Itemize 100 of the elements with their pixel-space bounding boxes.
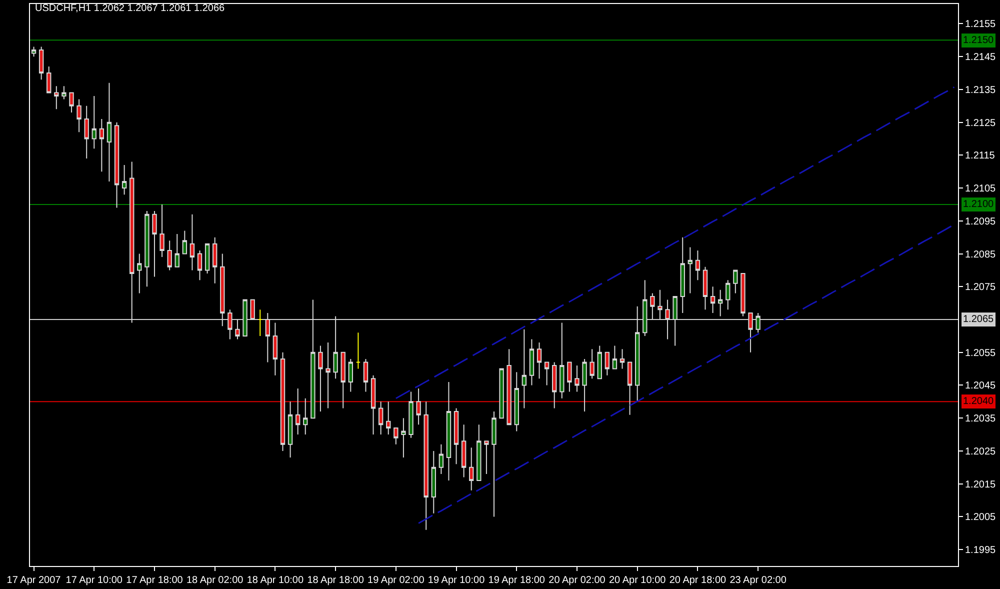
candlestick	[386, 401, 391, 436]
candlestick	[167, 240, 172, 271]
candlestick	[492, 411, 496, 518]
y-tick-label: 1.2045	[965, 380, 996, 392]
candlestick	[401, 418, 406, 458]
line-series	[395, 86, 955, 400]
y-tick-label: 1.2015	[965, 479, 996, 490]
y-tick-label: 1.1995	[965, 545, 996, 556]
candlestick	[114, 122, 120, 208]
candlestick	[499, 368, 504, 419]
y-tick-label: 1.2125	[965, 118, 996, 129]
candlestick	[552, 362, 557, 409]
candlestick	[522, 328, 527, 409]
candlestick	[612, 345, 618, 370]
x-tick-label: 23 Apr 02:00	[730, 575, 787, 586]
candlestick	[710, 286, 716, 314]
x-tick-label: 20 Apr 10:00	[608, 575, 666, 586]
candlestick	[137, 253, 142, 294]
candlestick	[424, 401, 428, 530]
ref-line-label: 1.2065	[963, 314, 994, 325]
x-tick-label: 20 Apr 02:00	[548, 575, 606, 586]
candlestick	[190, 214, 195, 271]
x-tick-label: 17 Apr 10:00	[66, 575, 123, 586]
candlestick	[69, 92, 74, 113]
candlestick	[590, 348, 594, 380]
candlestick	[197, 250, 202, 281]
candlestick	[627, 362, 632, 416]
candlestick	[597, 345, 602, 380]
y-tick-label: 1.2105	[965, 184, 996, 195]
candlestick	[348, 358, 353, 392]
candlestick	[92, 96, 96, 150]
x-tick-label: 18 Apr 10:00	[246, 575, 304, 586]
candlestick	[733, 270, 738, 294]
y-tick-label: 1.2055	[965, 348, 996, 359]
x-tick-label: 17 Apr 18:00	[126, 575, 184, 586]
x-tick-label: 17 Apr 2007	[6, 575, 62, 586]
candlestick	[476, 424, 482, 482]
candlestick	[295, 388, 300, 436]
candlestick	[469, 447, 474, 491]
candlestick	[54, 86, 59, 110]
x-tick-label: 19 Apr 02:00	[368, 575, 425, 586]
candlestick	[461, 424, 466, 478]
candlestick	[46, 66, 52, 94]
candlestick	[438, 444, 444, 474]
candlestick	[560, 322, 564, 399]
candlestick	[378, 401, 384, 436]
candlestick	[506, 348, 512, 426]
candlestick	[718, 289, 723, 317]
y-tick-label: 1.2035	[965, 414, 996, 425]
candlestick	[446, 381, 452, 482]
candlestick	[272, 322, 278, 376]
candlestick	[76, 98, 82, 133]
candlestick	[536, 342, 542, 380]
candlestick	[31, 46, 36, 58]
y-tick-label: 1.2075	[965, 282, 996, 294]
y-tick-label: 1.2135	[965, 84, 996, 96]
x-tick-label: 20 Apr 18:00	[669, 575, 727, 586]
y-tick-label: 1.2095	[965, 216, 996, 228]
candlestick	[318, 345, 323, 412]
x-tick-label: 19 Apr 10:00	[428, 575, 486, 586]
candlestick	[695, 250, 700, 281]
candlestick	[408, 391, 414, 438]
candlestick	[174, 234, 180, 268]
candlestick	[38, 46, 44, 80]
x-tick-label: 19 Apr 18:00	[488, 575, 546, 586]
candlestick	[740, 273, 746, 317]
candlestick	[370, 374, 376, 436]
y-tick-label: 1.2005	[965, 512, 996, 524]
candlestick	[258, 309, 262, 336]
candlestick	[204, 243, 210, 274]
ref-line-label: 1.2100	[963, 199, 994, 210]
candlestick	[340, 352, 346, 409]
candlestick	[363, 358, 368, 392]
y-tick-label: 1.2085	[965, 249, 996, 260]
candlestick	[416, 388, 421, 426]
candlestick	[394, 427, 398, 445]
candlestick	[280, 352, 286, 452]
candlestick	[99, 118, 104, 172]
candlestick	[604, 352, 610, 376]
candlestick	[567, 362, 572, 392]
chart-title: USDCHF,H1 1.2062 1.2067 1.2061 1.2066	[35, 3, 226, 14]
x-tick-label: 18 Apr 02:00	[186, 575, 244, 586]
candlestick	[62, 86, 66, 100]
candlestick	[484, 440, 489, 474]
candlestick	[582, 358, 587, 412]
candlestick	[288, 401, 293, 458]
candlestick	[182, 230, 188, 254]
ref-line-label: 1.2040	[963, 396, 994, 407]
candlestick	[702, 266, 708, 310]
candlestick	[326, 342, 330, 409]
candlestick	[544, 362, 550, 386]
candlestick	[688, 246, 693, 294]
candlestick	[680, 236, 685, 314]
candlestick	[122, 164, 127, 196]
candlestick	[356, 332, 361, 370]
y-tick-label: 1.2115	[965, 150, 996, 162]
candlestick	[152, 210, 157, 278]
candlestick	[303, 398, 308, 436]
x-tick-label: 18 Apr 18:00	[307, 575, 364, 586]
candlestick	[620, 348, 625, 370]
